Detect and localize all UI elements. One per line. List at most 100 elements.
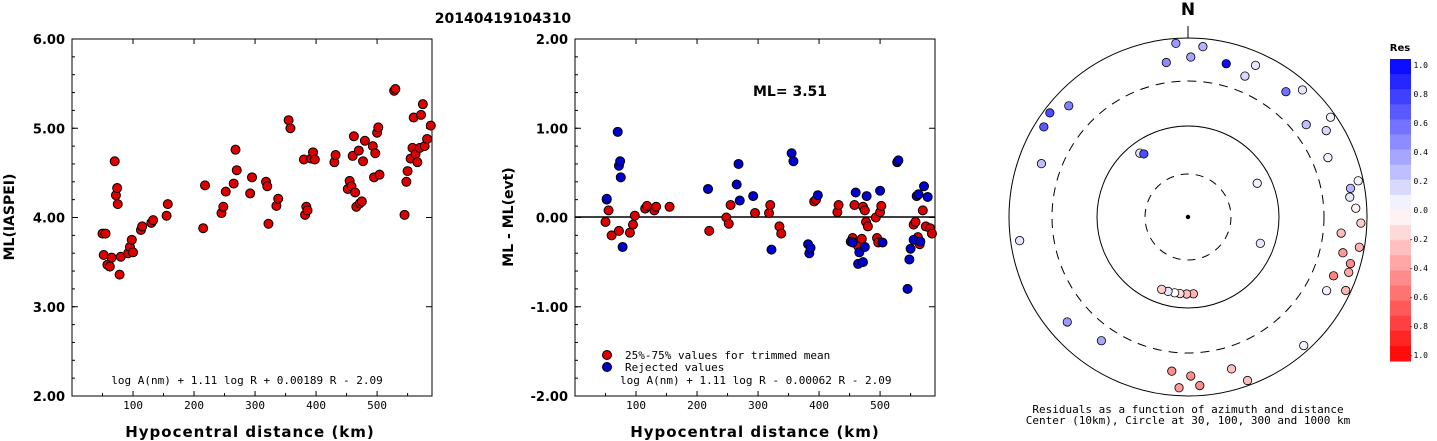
rejected-point — [877, 237, 888, 248]
colorbar-cell — [1390, 255, 1411, 271]
left-plot: 100 200 300 400 500 2.00 3.00 4.00 5.00 6.00 ML(I… — [2, 33, 436, 441]
residual-point — [1045, 108, 1055, 118]
data-point — [390, 83, 401, 94]
data-point — [353, 145, 364, 156]
left-plot-xlabel: Hypocentral distance (km) — [125, 423, 375, 441]
rejected-point — [612, 126, 623, 137]
residual-point — [1297, 85, 1308, 95]
residual-point — [1186, 52, 1196, 62]
x-tick-label: 500 — [367, 399, 387, 412]
data-point — [112, 183, 123, 194]
colorbar-tick-label: -0.4 — [1409, 264, 1428, 273]
left-plot-points — [97, 83, 436, 280]
rejected-point — [847, 237, 858, 248]
residual-point — [1171, 38, 1181, 49]
colorbar-cell — [1390, 315, 1411, 332]
residual-point — [1039, 122, 1049, 132]
rejected-point — [703, 183, 714, 194]
x-tick-label: 400 — [809, 399, 829, 412]
data-point — [198, 223, 209, 234]
x-tick-label: 300 — [245, 399, 265, 412]
data-point — [218, 201, 229, 212]
data-point — [309, 154, 320, 165]
trimmed-point — [849, 200, 860, 211]
colorbar-cell — [1390, 179, 1411, 196]
residual-point — [1351, 203, 1361, 213]
data-point — [330, 150, 341, 161]
residual-point — [1323, 153, 1333, 163]
colorbar-cell — [1390, 194, 1411, 211]
residual-point — [1062, 317, 1072, 327]
residual-point — [1354, 242, 1364, 252]
colorbar-cell — [1390, 164, 1411, 181]
residual-point — [1226, 364, 1237, 374]
ml-annotation: ML= 3.51 — [753, 84, 827, 100]
trimmed-point — [613, 225, 624, 236]
data-point — [370, 148, 381, 159]
residual-point — [1345, 183, 1356, 193]
rejected-point — [766, 244, 777, 255]
rejected-point — [734, 195, 745, 206]
rejected-point — [904, 254, 915, 265]
trimmed-point — [629, 210, 640, 221]
trimmed-point — [600, 216, 611, 227]
left-plot-ticks: 100 200 300 400 500 2.00 3.00 4.00 5.00 6.00 — [33, 33, 432, 412]
colorbar-cell — [1390, 119, 1411, 135]
data-point — [416, 109, 427, 120]
residual-point — [1338, 248, 1348, 258]
rejected-point — [861, 191, 872, 202]
colorbar-tick-label: -0.6 — [1409, 293, 1428, 302]
rejected-point — [922, 191, 933, 202]
y-tick-label: 2.00 — [33, 390, 65, 405]
residual-point — [1174, 383, 1184, 393]
figure-title: 20140419104310 — [435, 11, 572, 27]
residual-point — [1139, 149, 1149, 159]
colorbar-cell — [1390, 300, 1411, 317]
north-label: N — [1181, 0, 1195, 20]
trimmed-point — [606, 230, 617, 241]
y-tick-label: -2.00 — [531, 390, 568, 405]
x-tick-label: 500 — [870, 399, 890, 412]
residual-point — [1325, 112, 1336, 122]
colorbar: Res 1.0 0.8 0.6 0.4 0.2 0.0 -0.2 -0.4 -0.6 -0.8 -1… — [1390, 43, 1428, 362]
data-point — [422, 133, 433, 144]
residual-point — [1353, 176, 1363, 186]
data-point — [220, 186, 231, 197]
residual-point — [1336, 228, 1346, 238]
data-point — [247, 172, 257, 183]
rejected-point — [893, 155, 904, 166]
data-point — [114, 269, 125, 280]
rejected-point — [875, 185, 886, 196]
data-point — [109, 156, 120, 167]
rejected-point — [850, 187, 861, 198]
x-tick-label: 400 — [306, 399, 326, 412]
colorbar-cell — [1390, 104, 1411, 120]
colorbar-tick-label: -0.2 — [1409, 235, 1428, 244]
residual-point — [1356, 218, 1366, 228]
data-point — [273, 193, 284, 204]
residual-point — [1328, 271, 1339, 281]
residual-point — [1299, 340, 1309, 351]
middle-plot-ticks: 100 200 300 400 500 -2.00 -1.00 0.00 1.00 2.00 — [531, 33, 935, 412]
data-point — [106, 252, 117, 263]
data-point — [412, 157, 423, 168]
y-tick-label: 5.00 — [33, 122, 65, 137]
trimmed-point — [917, 205, 928, 216]
polar-caption-line1: Residuals as a function of azimuth and d… — [1032, 403, 1343, 416]
left-plot-formula: log A(nm) + 1.11 log R + 0.00189 R - 2.0… — [111, 374, 383, 387]
residual-point — [1250, 60, 1261, 70]
residual-point — [1161, 57, 1171, 68]
residual-point — [1321, 126, 1331, 136]
data-point — [402, 166, 413, 177]
colorbar-ticks: 1.0 0.8 0.6 0.4 0.2 0.0 -0.2 -0.4 -0.6 -0.8 -1.0 — [1409, 61, 1428, 360]
rejected-point — [859, 241, 870, 252]
data-point — [425, 120, 436, 131]
polar-circle-100km — [1096, 125, 1280, 309]
data-point — [358, 156, 369, 167]
colorbar-cell — [1390, 270, 1411, 286]
residual-point — [1157, 284, 1167, 294]
trimmed-point — [764, 208, 775, 219]
rejected-point — [788, 156, 799, 167]
colorbar-tick-label: 0.8 — [1414, 90, 1429, 99]
